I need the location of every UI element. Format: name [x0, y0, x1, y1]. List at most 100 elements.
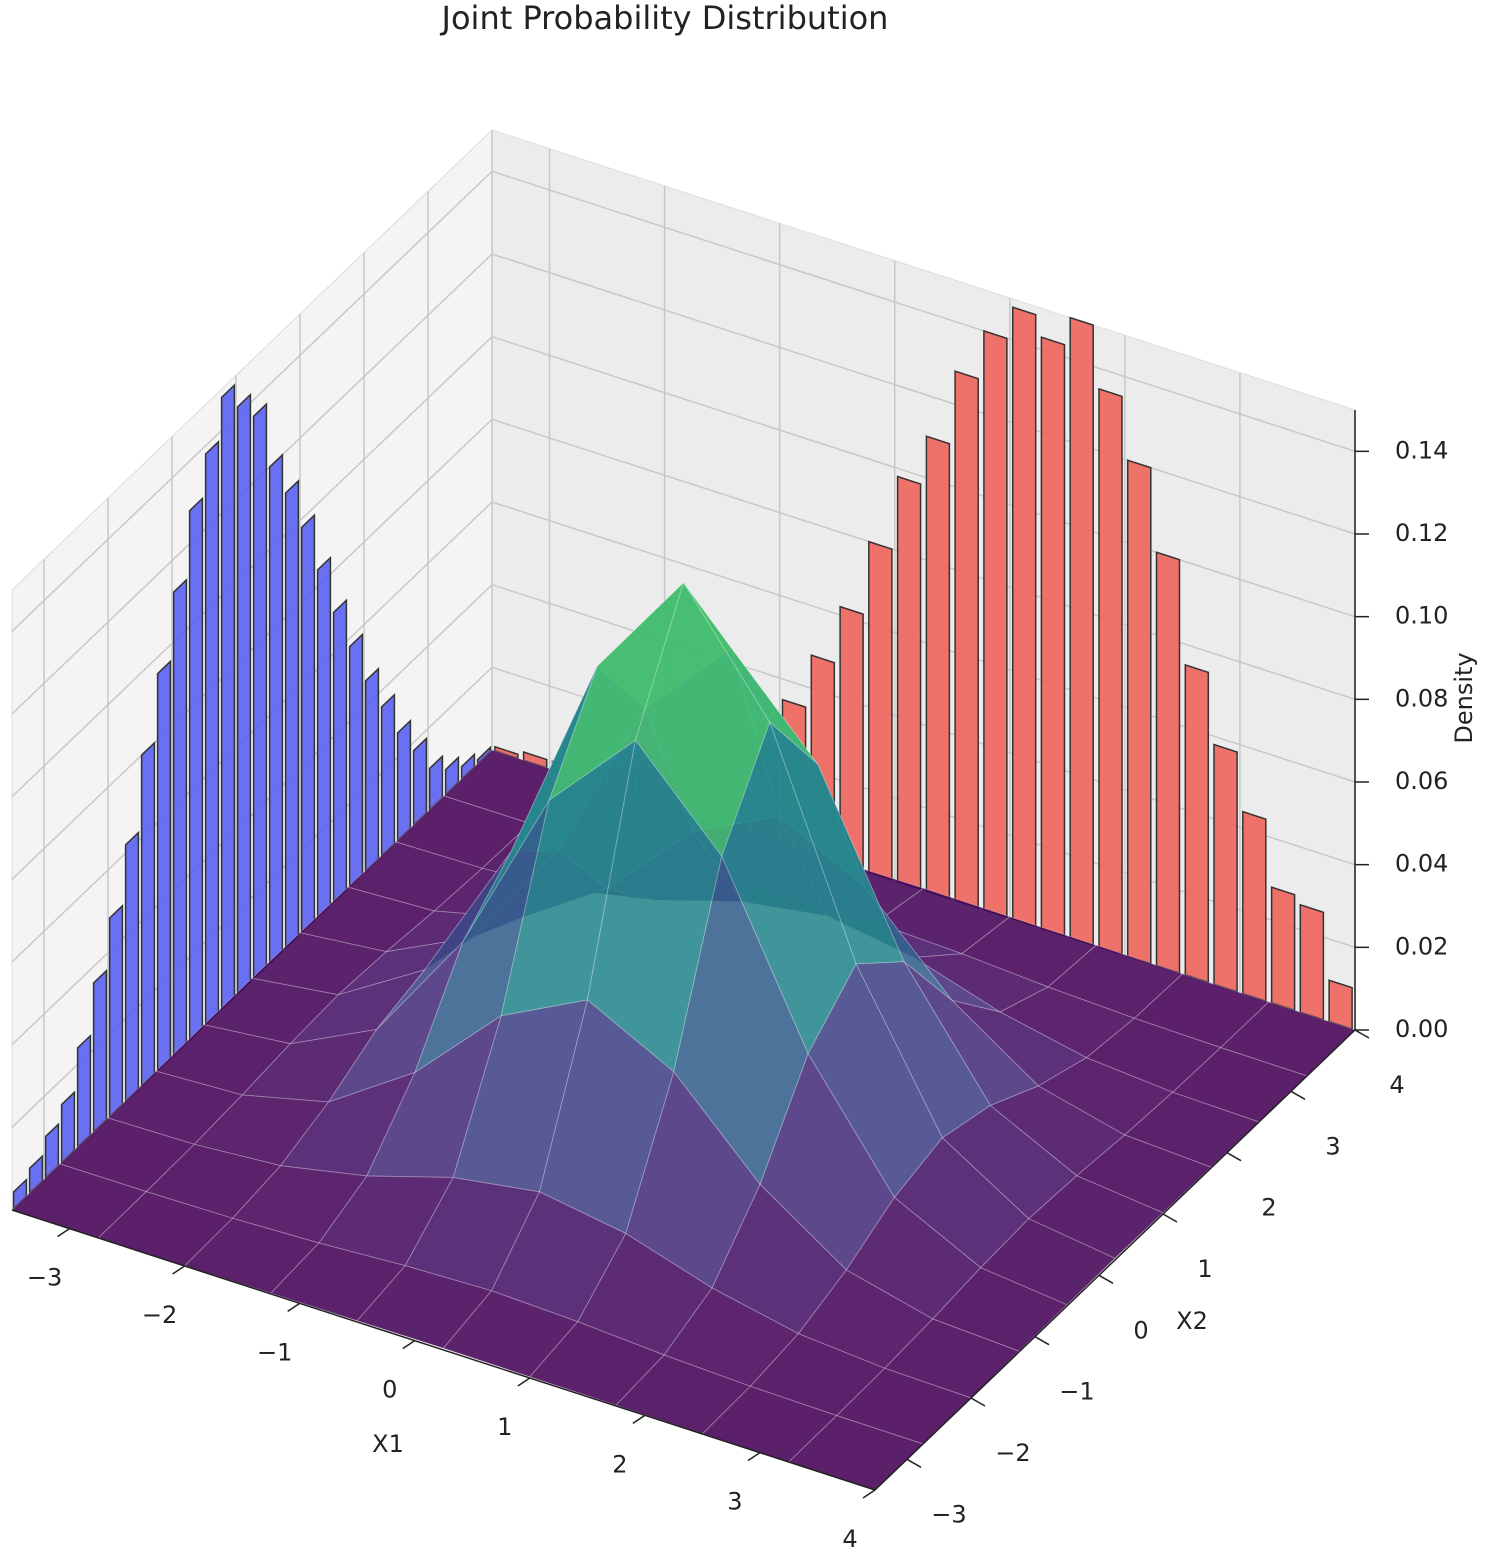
x1-hist-bar: [1126, 459, 1152, 965]
y-axis: [874, 1029, 1356, 1491]
x1-hist-bar: [1011, 306, 1037, 928]
x2-hist-bar: [380, 692, 396, 858]
x2-hist-bar: [332, 598, 348, 904]
x1-hist-bar: [1040, 336, 1066, 937]
z-tick-label: 0.10: [1395, 602, 1448, 630]
x-tick: [287, 1302, 301, 1312]
y-tick: [970, 1397, 986, 1407]
y-tick-label: −1: [1059, 1378, 1094, 1406]
x2-hist-bar: [364, 666, 380, 873]
x2-hist-bar: [348, 632, 364, 889]
y-tick: [1098, 1274, 1114, 1284]
x1-hist-bar: [1242, 810, 1267, 1003]
y-tick-label: 4: [1389, 1071, 1404, 1099]
x1-hist-bar: [494, 745, 519, 760]
grid-line: [11, 335, 1356, 798]
x1-hist-bar: [925, 435, 951, 900]
z-tick-label: 0.12: [1395, 519, 1448, 547]
x1-hist-bar: [1184, 663, 1210, 984]
y-axis-label: X2: [1176, 1307, 1208, 1335]
y-tick-label: 2: [1261, 1194, 1276, 1222]
grid-line: [11, 501, 1356, 963]
x1-hist-bar: [1155, 551, 1181, 975]
x-tick-label: 0: [382, 1376, 397, 1404]
x2-hist-bar: [44, 1122, 60, 1180]
x-tick: [517, 1377, 531, 1387]
y-tick: [1354, 1029, 1370, 1039]
x2-hist-bar: [204, 440, 220, 1027]
z-axis-label: Density: [1450, 652, 1478, 743]
x1-hist-bar: [1213, 743, 1238, 993]
x-tick-label: 3: [727, 1488, 742, 1516]
x2-hist-bar: [284, 479, 300, 950]
x1-hist-bar: [1098, 387, 1123, 956]
x-tick: [632, 1414, 646, 1424]
x2-hist-bar: [124, 830, 140, 1103]
x-tick-label: 1: [497, 1413, 512, 1441]
y-tick-label: 1: [1197, 1255, 1212, 1283]
x2-hist-bar: [428, 754, 444, 812]
x-tick: [57, 1228, 70, 1238]
z-tick-label: 0.00: [1395, 1015, 1448, 1043]
x2-hist-bar: [108, 904, 124, 1119]
y-tick: [1290, 1090, 1306, 1100]
y-tick-label: 3: [1325, 1132, 1340, 1160]
x2-hist-bar: [316, 555, 332, 919]
x2-hist-bar: [220, 383, 236, 1011]
x1-hist-bar: [522, 750, 548, 769]
x1-hist-bar: [954, 370, 979, 909]
grid-line: [11, 583, 1356, 1046]
x-tick: [402, 1340, 416, 1350]
x-axis: [11, 1209, 876, 1491]
z-tick-label: 0.08: [1395, 684, 1448, 712]
x2-hist-bar: [156, 659, 172, 1073]
x-tick-label: 2: [612, 1450, 627, 1478]
grid-line: [11, 253, 1356, 715]
y-tick-label: −3: [931, 1500, 966, 1528]
x-tick-label: 4: [842, 1525, 857, 1553]
x2-hist-bar: [188, 496, 204, 1042]
x1-hist-bar: [1299, 903, 1325, 1021]
x-axis-label: X1: [372, 1430, 404, 1458]
y-tick: [906, 1458, 922, 1468]
y-tick-label: −2: [995, 1439, 1030, 1467]
z-tick-label: 0.04: [1395, 850, 1448, 878]
chart-title: Joint Probability Distribution: [440, 0, 889, 37]
y-tick-label: 0: [1133, 1316, 1148, 1344]
x1-hist-bar: [1328, 979, 1353, 1031]
x-tick: [862, 1489, 876, 1499]
x2-hist-bar: [476, 745, 492, 766]
x2-hist-bar: [76, 1033, 92, 1149]
x-tick-label: −2: [142, 1301, 177, 1329]
x2-hist-bar: [268, 453, 284, 965]
grid-line: [11, 418, 1356, 880]
y-tick: [1226, 1152, 1242, 1162]
x1-hist-bar: [896, 475, 922, 891]
x-tick: [172, 1265, 186, 1275]
y-tick: [1034, 1336, 1050, 1346]
z-tick-label: 0.06: [1395, 767, 1448, 795]
x2-hist-bar: [412, 736, 428, 827]
x2-hist-bar: [252, 402, 268, 981]
grid-line: [11, 666, 1356, 1128]
x1-hist-bar: [983, 329, 1008, 919]
z-tick-label: 0.02: [1395, 932, 1448, 960]
z-tick-label: 0.14: [1395, 436, 1448, 464]
x1-hist-bar: [1270, 886, 1296, 1012]
x2-hist-bar: [236, 392, 252, 996]
x2-hist-bar: [140, 741, 156, 1088]
x2-hist-bar: [300, 513, 316, 935]
grid-line: [11, 170, 1356, 632]
x-tick-label: −1: [257, 1338, 292, 1366]
x2-hist-bar: [396, 718, 412, 843]
x-tick-label: −3: [27, 1264, 62, 1292]
x2-hist-bar: [92, 968, 108, 1134]
x1-hist-bar: [868, 540, 893, 881]
x2-hist-bar: [172, 578, 188, 1057]
surface-patch: [979, 1218, 1116, 1306]
y-tick: [1162, 1213, 1178, 1223]
x-tick: [747, 1452, 761, 1462]
x1-hist-bar: [1069, 316, 1094, 947]
